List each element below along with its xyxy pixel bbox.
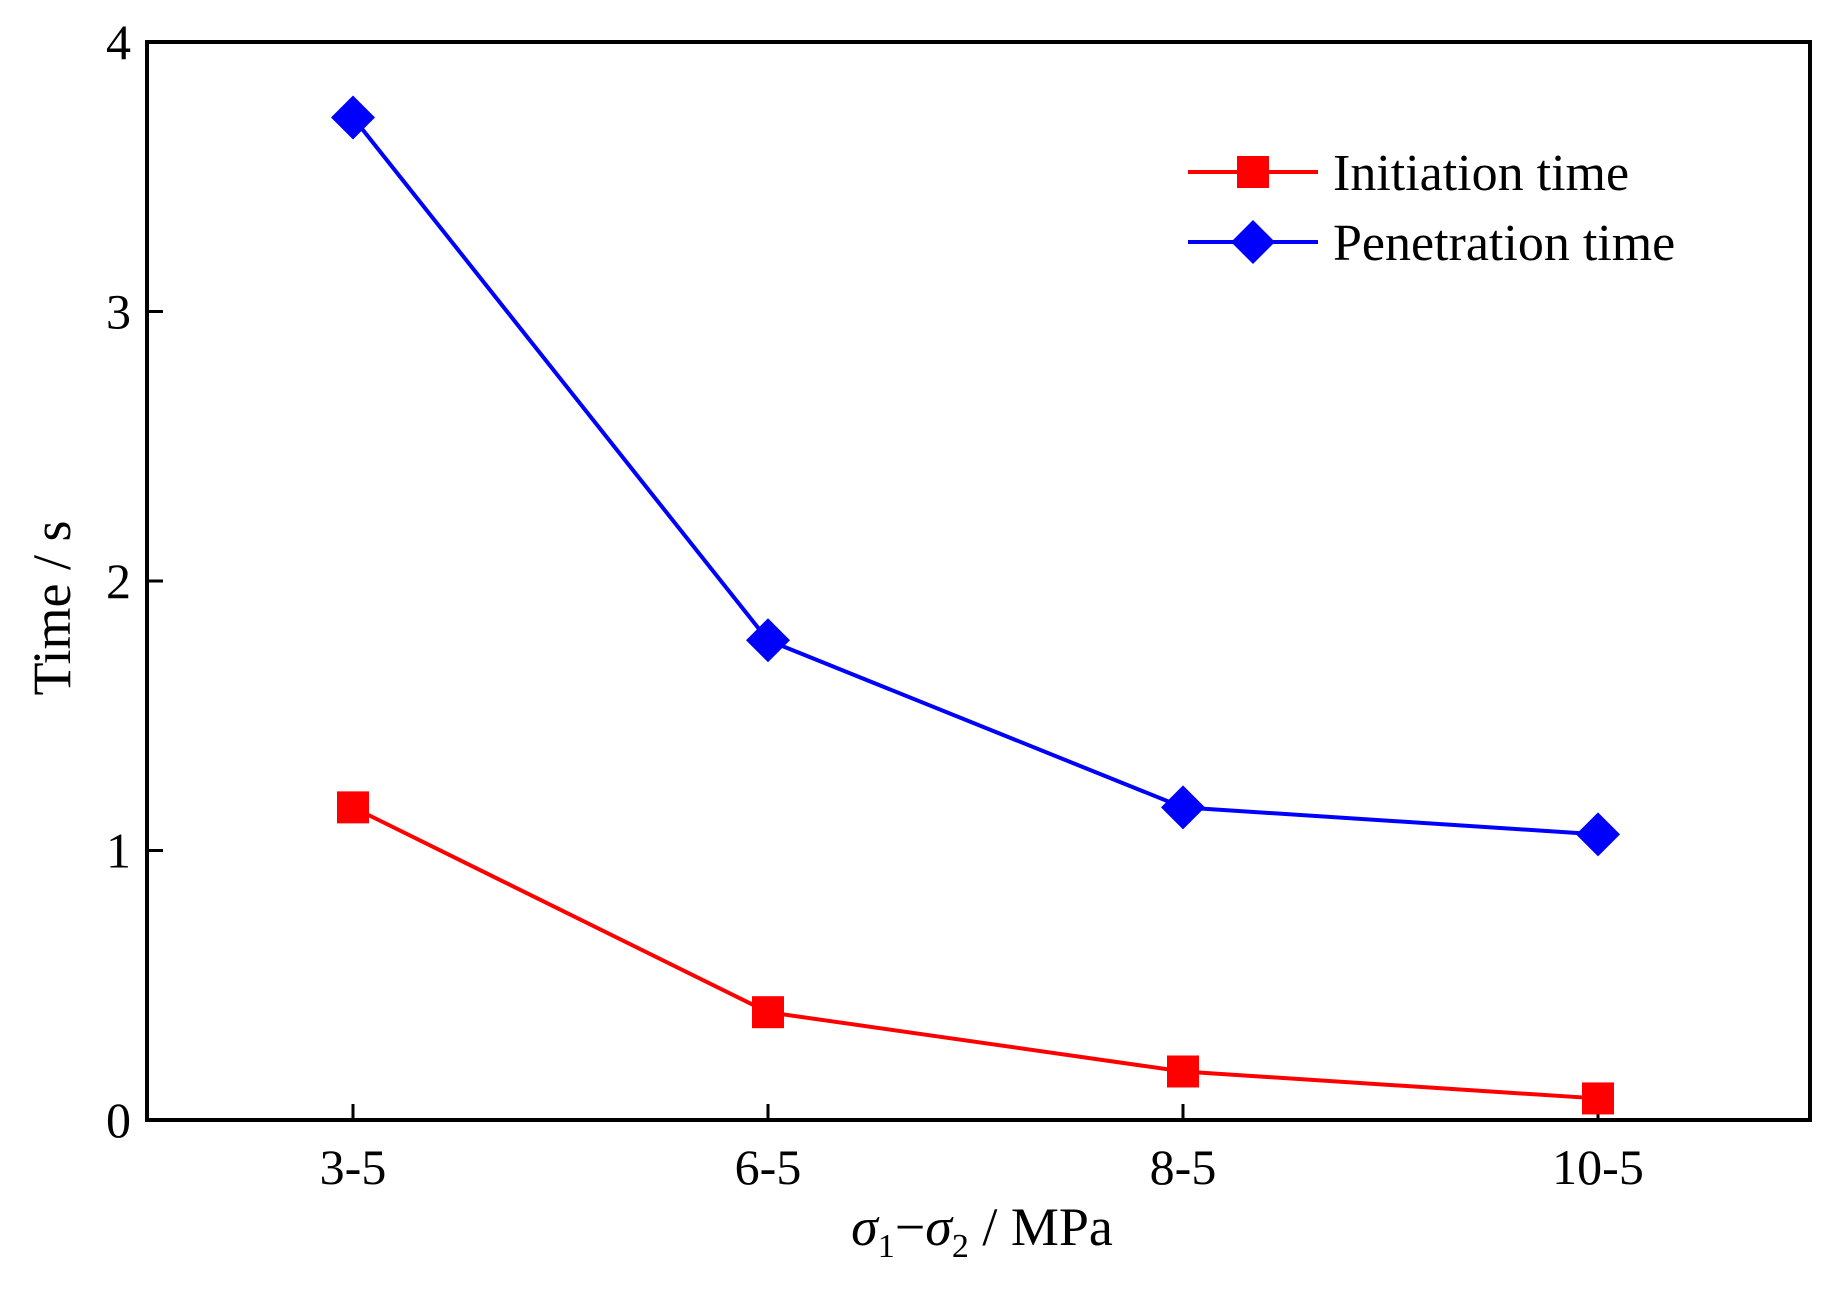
data-point [337, 791, 369, 824]
x-axis-title: σ1−σ2 / MPa [851, 1197, 1113, 1265]
x-axis-title-sub-b: 2 [952, 1228, 969, 1265]
y-tick-label: 0 [106, 1092, 131, 1148]
plot-frame [145, 40, 1812, 1122]
legend-marker [1231, 220, 1275, 264]
legend-label: Penetration time [1333, 215, 1675, 272]
x-axis-title-sigma-a: σ [851, 1197, 880, 1257]
data-point [746, 618, 790, 663]
legend-marker [1237, 156, 1269, 188]
data-point [1582, 1082, 1614, 1115]
data-point [752, 996, 784, 1029]
y-axis: 0 1 2 3 4 [106, 14, 163, 1148]
series-penetration [331, 95, 1620, 857]
data-point [1161, 785, 1205, 830]
y-tick-label: 4 [106, 14, 131, 70]
legend: Initiation time Penetration time [1188, 145, 1675, 272]
data-point [1167, 1055, 1199, 1088]
data-point [1576, 812, 1620, 857]
x-axis-title-dash: − [895, 1197, 925, 1257]
x-tick-label: 10-5 [1552, 1139, 1644, 1195]
series-line [351, 116, 1599, 837]
data-point [331, 95, 375, 140]
series-line [352, 805, 1599, 1101]
x-tick-label: 6-5 [735, 1139, 802, 1195]
x-tick-label: 8-5 [1150, 1139, 1217, 1195]
y-tick-label: 3 [106, 284, 131, 340]
x-axis: 3-5 6-5 8-5 10-5 [320, 1104, 1644, 1195]
x-axis-title-sub-a: 1 [878, 1228, 895, 1265]
x-axis-title-sigma-b: σ [925, 1197, 954, 1257]
series-layer [331, 95, 1620, 1115]
y-axis-title: Time / s [22, 520, 82, 695]
y-tick-label: 1 [106, 823, 131, 879]
legend-label: Initiation time [1333, 145, 1629, 202]
x-axis-title-unit: / MPa [969, 1197, 1113, 1257]
x-tick-label: 3-5 [320, 1139, 387, 1195]
plot-area [145, 40, 1812, 1122]
series-initiation [337, 791, 1614, 1115]
y-tick-label: 2 [106, 553, 131, 609]
